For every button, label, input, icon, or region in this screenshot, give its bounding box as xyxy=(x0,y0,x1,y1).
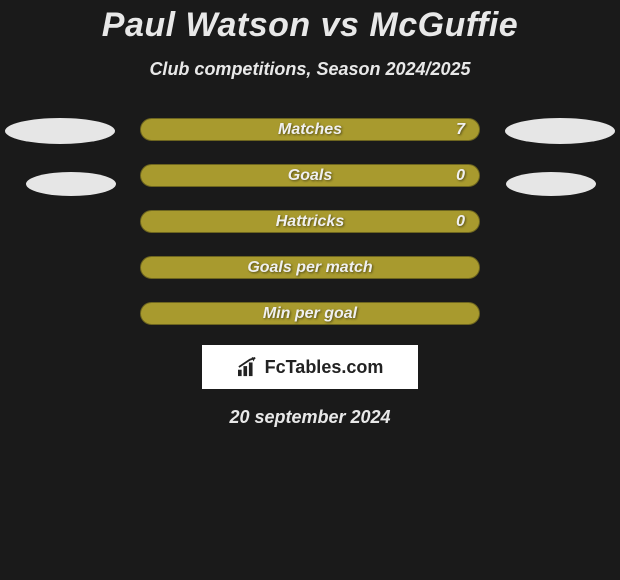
stat-value: 0 xyxy=(456,167,465,185)
stat-bar-min-per-goal: Min per goal xyxy=(140,302,480,325)
brand-logo-box: FcTables.com xyxy=(202,345,418,389)
stats-zone: Matches 7 Goals 0 Hattricks 0 Goals per … xyxy=(0,118,620,325)
brand-name: FcTables.com xyxy=(265,357,384,378)
stat-label: Goals per match xyxy=(247,259,372,277)
player-right-ellipse-2 xyxy=(506,172,596,196)
player-left-ellipse-1 xyxy=(5,118,115,144)
stat-label: Goals xyxy=(288,167,332,185)
stat-bar-goals-per-match: Goals per match xyxy=(140,256,480,279)
stat-bars: Matches 7 Goals 0 Hattricks 0 Goals per … xyxy=(0,118,620,325)
subtitle: Club competitions, Season 2024/2025 xyxy=(149,59,470,80)
stat-label: Hattricks xyxy=(276,213,344,231)
stat-label: Min per goal xyxy=(263,305,357,323)
player-right-ellipse-1 xyxy=(505,118,615,144)
main-container: Paul Watson vs McGuffie Club competition… xyxy=(0,0,620,428)
stat-label: Matches xyxy=(278,121,342,139)
stat-bar-hattricks: Hattricks 0 xyxy=(140,210,480,233)
stat-value: 7 xyxy=(456,121,465,139)
stat-bar-matches: Matches 7 xyxy=(140,118,480,141)
page-title: Paul Watson vs McGuffie xyxy=(102,6,518,45)
stat-bar-goals: Goals 0 xyxy=(140,164,480,187)
date-label: 20 september 2024 xyxy=(229,407,390,428)
player-left-ellipse-2 xyxy=(26,172,116,196)
stat-value: 0 xyxy=(456,213,465,231)
chart-icon xyxy=(237,357,259,377)
